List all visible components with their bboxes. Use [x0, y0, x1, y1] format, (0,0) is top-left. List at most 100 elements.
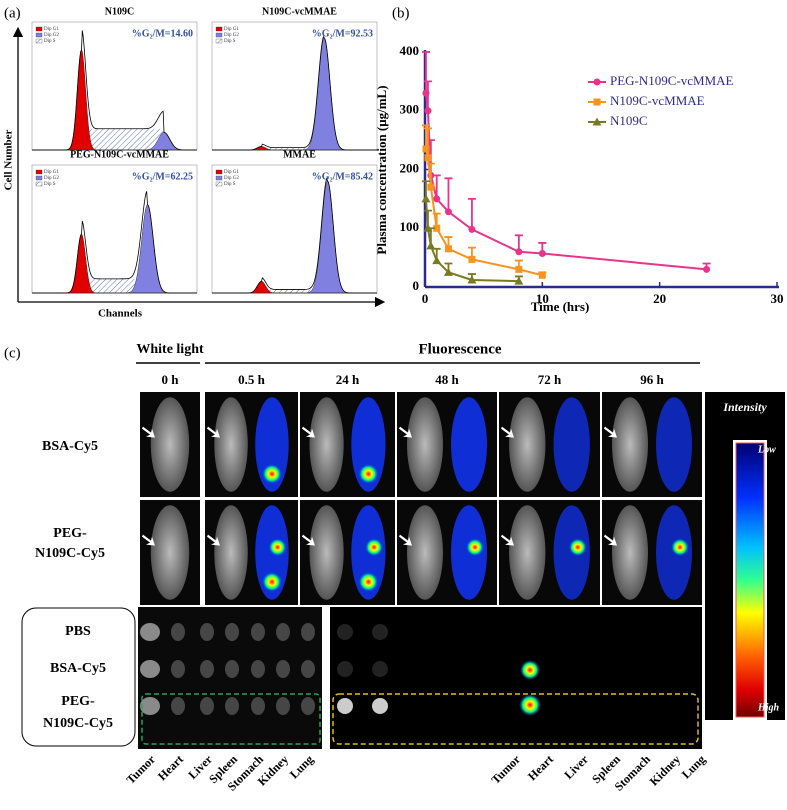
organ-label: Lung	[679, 752, 708, 781]
total	[32, 30, 197, 151]
point	[426, 241, 436, 250]
mouse	[509, 505, 546, 600]
point	[703, 265, 711, 273]
point	[433, 224, 441, 232]
mouse	[150, 397, 190, 492]
point	[468, 225, 476, 233]
y-tick-label: 200	[400, 160, 420, 175]
x-tick-label: 30	[771, 291, 784, 306]
organ	[337, 698, 353, 714]
organ	[200, 660, 214, 678]
error-bar	[421, 51, 430, 94]
organ	[337, 661, 353, 677]
legend-marker	[593, 98, 601, 106]
point	[444, 245, 452, 253]
hotspot	[261, 463, 282, 484]
legend-swatch	[215, 181, 223, 187]
plot-title: MMAE	[283, 149, 316, 160]
row-label: BSA-Cy5	[42, 439, 98, 454]
x-axis-label: Channels	[98, 308, 143, 320]
series-line	[424, 148, 543, 277]
mouse	[309, 397, 344, 492]
mouse	[214, 397, 248, 492]
highlight-box	[141, 693, 321, 745]
organ	[276, 697, 290, 715]
mouse-fluor	[255, 397, 289, 492]
organ	[301, 623, 315, 641]
organ-label: Tumor	[488, 752, 523, 787]
hotspot	[671, 538, 689, 557]
legend-label: Dip G1	[44, 27, 59, 32]
legend-label: Dip G2	[224, 176, 239, 181]
time-label: 0.5 h	[238, 372, 266, 387]
organ	[171, 623, 185, 641]
legend-label: N109C	[610, 113, 648, 128]
legend-swatch	[35, 181, 43, 187]
arrow	[501, 534, 514, 546]
time-label: 48 h	[435, 372, 459, 387]
scale-low: Low	[757, 444, 776, 455]
point	[515, 265, 523, 273]
error-bar	[421, 124, 430, 149]
legend-swatch	[215, 32, 223, 38]
panel-label: (a)	[4, 5, 21, 21]
tumor-signal	[520, 660, 540, 680]
total	[32, 191, 197, 294]
y-axis-label: Cell Number	[3, 129, 15, 190]
point	[467, 275, 477, 284]
organ-row-label: PBS	[65, 624, 91, 639]
x-tick-label: 0	[422, 291, 429, 306]
organ-image	[330, 607, 702, 749]
legend-label: Dip G1	[224, 27, 239, 32]
organ-row-label: BSA-Cy5	[50, 661, 106, 676]
point	[432, 256, 442, 265]
organ	[337, 624, 353, 640]
legend-swatch	[35, 169, 43, 175]
hotspot	[261, 571, 282, 592]
point	[427, 183, 435, 191]
time-label: 96 h	[640, 372, 664, 387]
organ	[372, 698, 388, 714]
hotspot	[268, 538, 287, 557]
legend-label: Dip S	[44, 39, 56, 44]
point	[433, 195, 441, 203]
mouse	[407, 397, 443, 492]
dip-s	[212, 289, 377, 293]
legend-swatch	[35, 175, 43, 181]
point	[424, 107, 432, 115]
y-tick-label: 100	[400, 219, 420, 234]
row-label: N109C-Cy5	[35, 546, 105, 561]
y-tick-label: 300	[400, 102, 420, 117]
organ-label: Liver	[561, 752, 591, 782]
hotspot	[358, 571, 379, 592]
arrow	[207, 426, 220, 438]
color-bar	[735, 442, 765, 718]
mouse	[612, 397, 648, 492]
mouse	[612, 505, 648, 600]
organ	[225, 623, 239, 641]
arrow	[604, 426, 617, 438]
row-label: PEG-	[53, 526, 87, 541]
hotspot	[568, 538, 587, 557]
header: Fluorescence	[418, 341, 501, 357]
point	[538, 250, 546, 258]
legend-label: Dip S	[44, 182, 56, 187]
dip-s	[32, 278, 197, 293]
hotspot	[358, 463, 379, 484]
organ	[276, 623, 290, 641]
scale-high: High	[757, 702, 780, 713]
pk-chart: 0 100 200 300 400 0 10 20 30 Plasma concentration…	[374, 43, 784, 314]
plot-stat: %G₂/M=62.25	[132, 171, 193, 182]
arrow	[604, 534, 617, 546]
mouse	[214, 505, 248, 600]
organ	[251, 697, 265, 715]
organ	[225, 697, 239, 715]
plot-frame	[211, 164, 378, 294]
arrow	[207, 534, 220, 546]
legend-label: Dip G2	[44, 176, 59, 181]
organ-row-label: PEG-	[61, 694, 95, 709]
hotspot	[365, 538, 384, 557]
arrow	[399, 426, 412, 438]
time-label: 72 h	[538, 372, 562, 387]
